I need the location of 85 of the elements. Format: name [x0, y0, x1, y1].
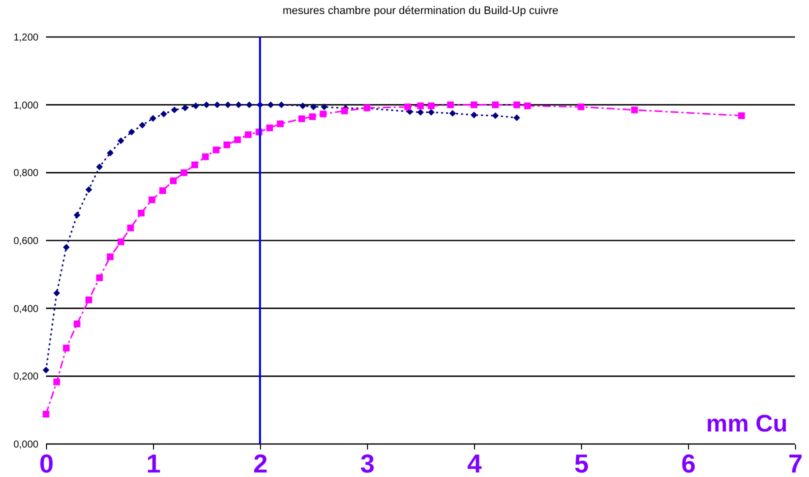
point — [106, 253, 114, 260]
point — [428, 102, 435, 110]
point — [85, 186, 92, 193]
point — [470, 112, 478, 118]
point — [223, 142, 230, 148]
point — [404, 104, 412, 110]
x-tick-label: 7 — [788, 448, 803, 477]
point — [180, 169, 188, 176]
y-tick-label: 0,800 — [13, 168, 39, 180]
y-tick-label: 0,000 — [13, 440, 39, 450]
x-tick-label: 1 — [146, 448, 161, 477]
point — [148, 196, 156, 204]
point — [417, 102, 424, 110]
chart-title: mesures chambre pour détermination du Build-Up cuivre — [282, 5, 558, 17]
point — [192, 102, 200, 110]
point — [42, 410, 50, 418]
y-tick-label: 1,200 — [13, 32, 39, 44]
point — [74, 212, 80, 218]
point — [128, 128, 135, 136]
point — [53, 378, 60, 386]
point — [42, 366, 50, 374]
point — [299, 102, 306, 110]
point — [159, 187, 166, 194]
point — [524, 102, 531, 110]
point — [447, 101, 454, 108]
point — [62, 244, 70, 251]
x-tick-label: 5 — [574, 448, 589, 477]
point — [246, 101, 253, 108]
point — [138, 210, 145, 216]
point — [310, 104, 317, 110]
y-tick-label: 0,400 — [13, 304, 39, 315]
point — [127, 224, 134, 232]
point — [171, 106, 178, 114]
point — [738, 112, 745, 120]
point — [160, 110, 168, 118]
point — [96, 164, 103, 170]
point — [428, 108, 435, 116]
point — [118, 137, 124, 144]
point — [631, 106, 638, 114]
point — [191, 162, 198, 168]
point — [513, 101, 520, 108]
point — [320, 110, 326, 118]
point — [182, 104, 188, 112]
point — [235, 101, 242, 108]
point — [214, 101, 221, 108]
point — [106, 150, 114, 156]
x-tick-label: 4 — [467, 448, 482, 477]
point — [244, 131, 252, 138]
point — [449, 110, 456, 117]
point — [298, 115, 306, 122]
point — [202, 153, 209, 160]
point — [74, 320, 80, 328]
y-tick-label: 0,600 — [13, 236, 39, 247]
point — [492, 112, 499, 120]
point — [320, 104, 328, 110]
x-axis-title: mm Cu — [706, 410, 788, 438]
point — [578, 104, 584, 110]
point — [276, 120, 284, 128]
point — [62, 344, 70, 352]
point — [267, 101, 274, 108]
point — [118, 238, 124, 246]
x-tick-label: 6 — [681, 448, 696, 477]
x-tick-label: 0 — [39, 448, 54, 477]
point — [492, 101, 499, 108]
point — [470, 101, 478, 108]
y-tick-label: 1,000 — [13, 100, 39, 112]
y-tick-label: 0,200 — [13, 372, 39, 383]
point — [138, 122, 146, 129]
point — [85, 296, 92, 304]
x-tick-label: 3 — [360, 448, 375, 477]
point — [341, 108, 348, 114]
point — [266, 124, 273, 132]
point — [203, 101, 210, 108]
point — [309, 113, 316, 120]
point — [170, 177, 177, 184]
point — [53, 290, 60, 296]
point — [96, 274, 103, 282]
point — [212, 146, 220, 154]
point — [278, 101, 285, 108]
point — [417, 108, 424, 116]
point — [224, 101, 232, 108]
x-tick-label: 2 — [253, 448, 268, 477]
point — [513, 114, 520, 122]
point — [234, 136, 241, 144]
point — [150, 115, 156, 122]
